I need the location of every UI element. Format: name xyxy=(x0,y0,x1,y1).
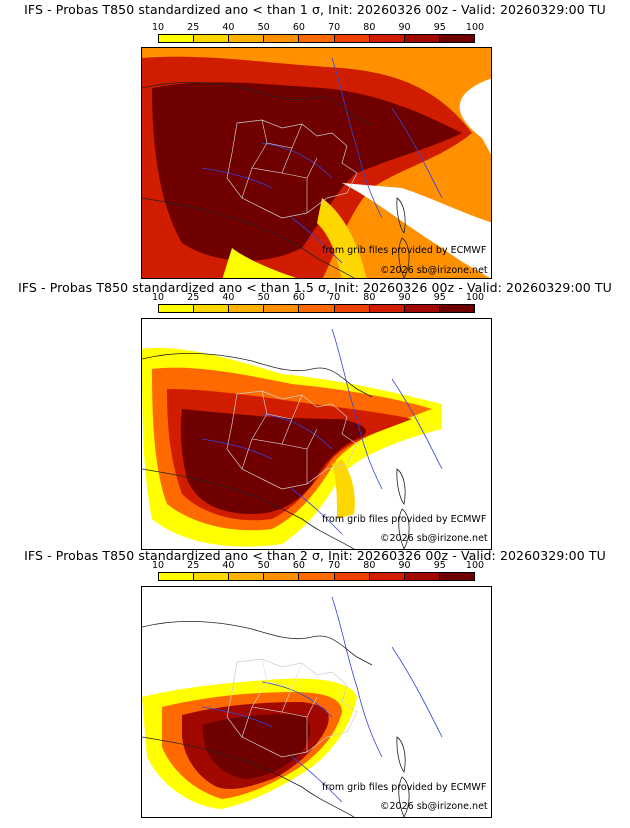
colorbar-swatch xyxy=(439,305,474,312)
colorbar-tick-label: 10 xyxy=(151,560,165,571)
colorbar-swatch xyxy=(229,35,265,42)
colorbar-swatch xyxy=(299,305,335,312)
source-credit: from grib files provided by ECMWF xyxy=(322,514,487,525)
colorbar-labels: 10 25 40 50 60 70 80 90 95 100 xyxy=(152,560,484,572)
colorbar xyxy=(158,304,475,313)
colorbar-tick-label: 80 xyxy=(363,560,376,571)
panel-title: IFS - Probas T850 standardized ano < tha… xyxy=(18,280,612,295)
colorbar-swatch xyxy=(299,573,335,580)
colorbar-swatch xyxy=(439,35,474,42)
colorbar-swatch xyxy=(439,573,474,580)
colorbar-tick-label: 25 xyxy=(187,22,200,33)
colorbar xyxy=(158,572,475,581)
colorbar-swatch xyxy=(264,35,300,42)
colorbar-tick-label: 40 xyxy=(222,22,235,33)
colorbar-labels: 10 25 40 50 60 70 80 90 95 100 xyxy=(152,22,484,34)
colorbar-tick-label: 60 xyxy=(292,22,305,33)
colorbar-swatch xyxy=(159,35,195,42)
colorbar-tick-label: 90 xyxy=(398,560,411,571)
colorbar-tick-label: 100 xyxy=(465,292,485,303)
colorbar-tick-label: 90 xyxy=(398,292,411,303)
copyright-credit: ©2026 sb@irizone.net xyxy=(380,265,488,276)
colorbar-tick-label: 40 xyxy=(222,560,235,571)
copyright-credit: ©2026 sb@irizone.net xyxy=(380,533,488,544)
colorbar-tick-label: 100 xyxy=(465,22,485,33)
map-panel-1: IFS - Probas T850 standardized ano < tha… xyxy=(0,2,630,284)
colorbar-swatch xyxy=(229,573,265,580)
colorbar-tick-label: 100 xyxy=(465,560,485,571)
colorbar-tick-label: 70 xyxy=(328,292,341,303)
colorbar-tick-label: 70 xyxy=(328,560,341,571)
colorbar-swatch xyxy=(264,305,300,312)
colorbar-swatch xyxy=(264,573,300,580)
colorbar-swatch xyxy=(369,573,405,580)
colorbar-swatch xyxy=(369,35,405,42)
colorbar xyxy=(158,34,475,43)
colorbar-tick-label: 60 xyxy=(292,560,305,571)
colorbar-tick-label: 60 xyxy=(292,292,305,303)
colorbar-swatch xyxy=(159,573,195,580)
probability-map xyxy=(141,586,492,818)
colorbar-swatch xyxy=(404,35,440,42)
colorbar-tick-label: 80 xyxy=(363,22,376,33)
probability-map xyxy=(141,47,492,279)
colorbar-swatch xyxy=(334,305,370,312)
colorbar-swatch xyxy=(334,35,370,42)
colorbar-labels: 10 25 40 50 60 70 80 90 95 100 xyxy=(152,292,484,304)
panel-title: IFS - Probas T850 standardized ano < tha… xyxy=(24,548,606,563)
colorbar-swatch xyxy=(369,305,405,312)
colorbar-tick-label: 70 xyxy=(328,22,341,33)
colorbar-tick-label: 10 xyxy=(151,292,165,303)
map-panel-3: IFS - Probas T850 standardized ano < tha… xyxy=(0,548,630,820)
probability-map xyxy=(141,318,492,550)
colorbar-tick-label: 25 xyxy=(187,292,200,303)
colorbar-swatch xyxy=(299,35,335,42)
colorbar-swatch xyxy=(194,35,230,42)
colorbar-swatch xyxy=(334,573,370,580)
colorbar-tick-label: 80 xyxy=(363,292,376,303)
colorbar-tick-label: 25 xyxy=(187,560,200,571)
colorbar-swatch xyxy=(194,573,230,580)
panel-title: IFS - Probas T850 standardized ano < tha… xyxy=(24,2,606,17)
colorbar-swatch xyxy=(229,305,265,312)
colorbar-swatch xyxy=(194,305,230,312)
colorbar-tick-label: 95 xyxy=(433,22,446,33)
colorbar-tick-label: 50 xyxy=(257,22,270,33)
colorbar-tick-label: 95 xyxy=(433,560,446,571)
source-credit: from grib files provided by ECMWF xyxy=(322,782,487,793)
colorbar-tick-label: 50 xyxy=(257,560,270,571)
map-panel-2: IFS - Probas T850 standardized ano < tha… xyxy=(0,280,630,552)
colorbar-tick-label: 40 xyxy=(222,292,235,303)
colorbar-swatch xyxy=(159,305,195,312)
copyright-credit: ©2026 sb@irizone.net xyxy=(380,801,488,812)
colorbar-swatch xyxy=(404,573,440,580)
colorbar-tick-label: 95 xyxy=(433,292,446,303)
colorbar-swatch xyxy=(404,305,440,312)
colorbar-tick-label: 50 xyxy=(257,292,270,303)
colorbar-tick-label: 10 xyxy=(151,22,165,33)
source-credit: from grib files provided by ECMWF xyxy=(322,245,487,256)
colorbar-tick-label: 90 xyxy=(398,22,411,33)
